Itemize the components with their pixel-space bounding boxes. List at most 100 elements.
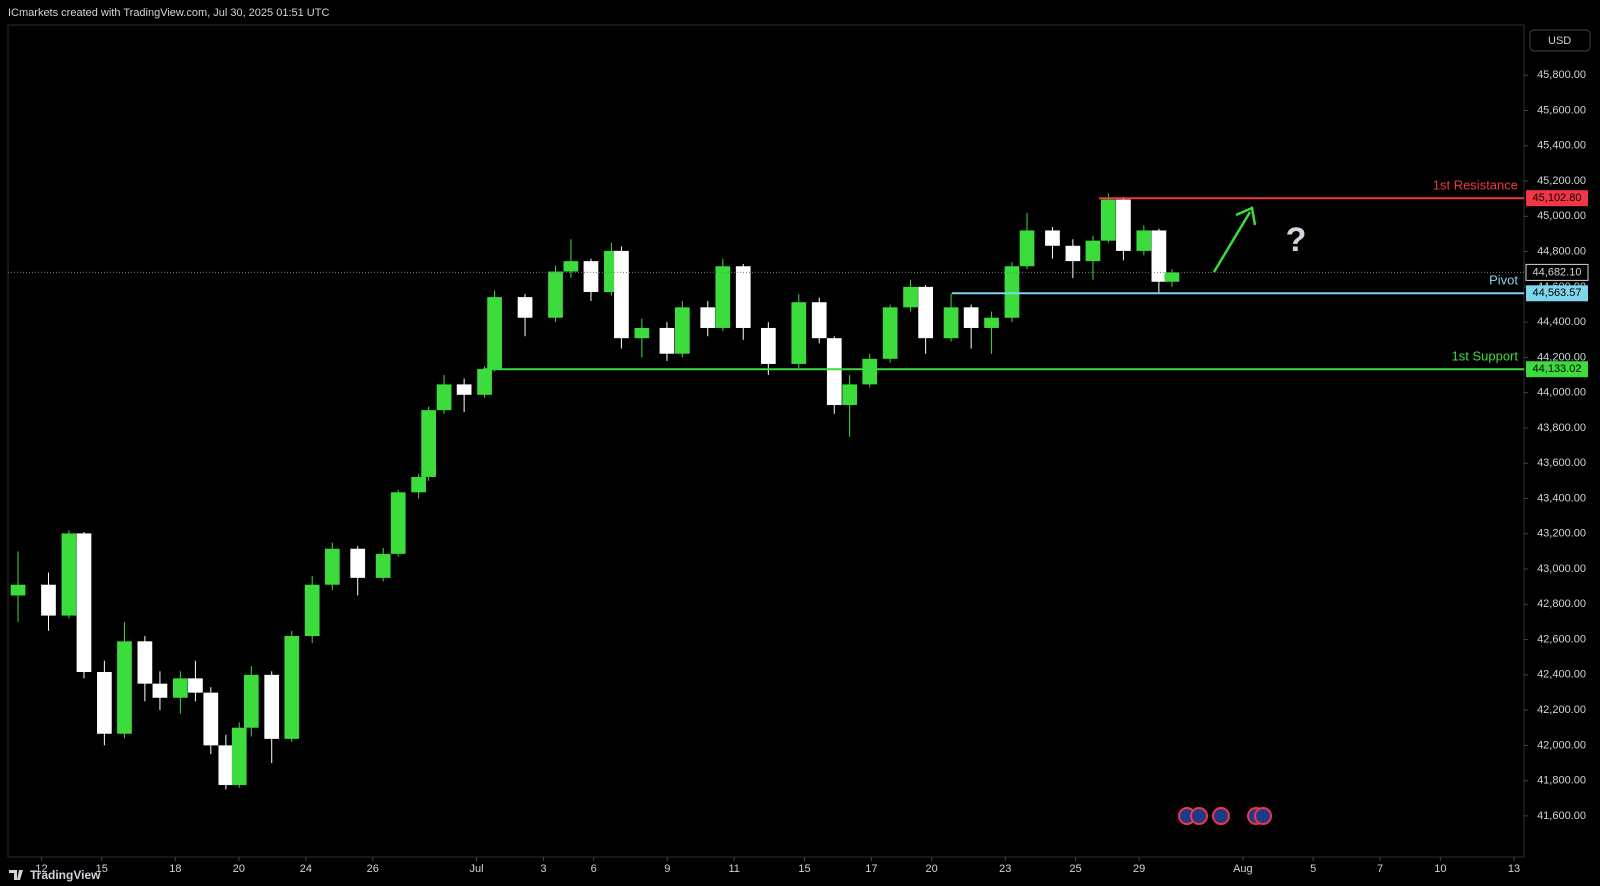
x-tick-label: 17 bbox=[865, 863, 877, 875]
level-tag bbox=[1526, 361, 1588, 378]
y-tick-label: 45,600.00 bbox=[1537, 104, 1586, 116]
plot-frame bbox=[7, 24, 1525, 858]
candle-body bbox=[324, 548, 340, 585]
y-tick-label: 42,400.00 bbox=[1537, 669, 1586, 681]
candle-body bbox=[97, 672, 112, 734]
candle-body bbox=[61, 533, 77, 616]
x-tick-label: 11 bbox=[728, 863, 739, 875]
candle-body bbox=[903, 286, 918, 308]
candle-body bbox=[563, 261, 579, 272]
candle-body bbox=[715, 266, 731, 328]
candle-body bbox=[811, 302, 827, 339]
candle-body bbox=[76, 533, 92, 673]
y-tick-label: 44,000.00 bbox=[1537, 387, 1586, 399]
y-tick-label: 43,000.00 bbox=[1537, 563, 1586, 575]
candle-body bbox=[172, 678, 188, 698]
candle-body bbox=[882, 307, 898, 359]
candle-body bbox=[918, 286, 933, 339]
y-tick-label: 45,200.00 bbox=[1537, 175, 1586, 187]
candle-body bbox=[517, 297, 533, 318]
candle-body bbox=[117, 641, 132, 734]
candle-body bbox=[842, 384, 858, 406]
candle-body bbox=[456, 384, 472, 395]
candle-body bbox=[350, 548, 366, 578]
level-name: Pivot bbox=[1489, 273, 1518, 288]
event-flags bbox=[1178, 807, 1272, 825]
candle-body bbox=[152, 683, 168, 698]
y-tick-label: 44,800.00 bbox=[1537, 246, 1586, 258]
candle-body bbox=[304, 584, 320, 637]
y-tick-label: 41,800.00 bbox=[1537, 775, 1586, 787]
x-tick-label: 13 bbox=[1508, 863, 1520, 875]
candle-body bbox=[477, 369, 492, 395]
y-tick-label: 43,600.00 bbox=[1537, 457, 1586, 469]
x-tick-label: 15 bbox=[798, 863, 810, 875]
candle-body bbox=[411, 476, 426, 493]
x-tick-label: 25 bbox=[1069, 863, 1081, 875]
candle-body bbox=[218, 745, 234, 786]
candle-body bbox=[700, 307, 716, 328]
candle-body bbox=[760, 327, 776, 364]
x-tick-label: 20 bbox=[233, 863, 245, 875]
level-tag bbox=[1526, 190, 1588, 207]
candle-body bbox=[1100, 199, 1116, 241]
candle-body bbox=[963, 307, 979, 328]
y-tick-label: 42,000.00 bbox=[1537, 739, 1586, 751]
candle-body bbox=[188, 678, 203, 693]
x-tick-label: 23 bbox=[999, 863, 1011, 875]
candle-body bbox=[284, 636, 300, 739]
candle-body bbox=[659, 327, 675, 354]
y-tick-label: 44,400.00 bbox=[1537, 316, 1586, 328]
y-tick-label: 42,800.00 bbox=[1537, 598, 1586, 610]
y-tick-label: 45,800.00 bbox=[1537, 69, 1586, 81]
x-tick-label: Aug bbox=[1233, 863, 1253, 875]
y-tick-label: 44,200.00 bbox=[1537, 351, 1586, 363]
y-tick-label: 45,400.00 bbox=[1537, 140, 1586, 152]
currency-button[interactable] bbox=[1529, 29, 1591, 52]
candle-body bbox=[583, 261, 599, 292]
x-tick-label: 7 bbox=[1377, 863, 1383, 875]
candle-body bbox=[984, 317, 999, 328]
plot-layer bbox=[8, 74, 1528, 861]
level-tag bbox=[1526, 285, 1588, 302]
candle-body bbox=[203, 692, 219, 746]
candle-body bbox=[943, 307, 959, 339]
candle-body bbox=[1136, 230, 1152, 251]
level-label: 44,133.02 bbox=[1533, 363, 1582, 375]
candle-body bbox=[243, 674, 259, 728]
candle-body bbox=[1004, 266, 1020, 318]
header: ICmarkets created with TradingView.com, … bbox=[8, 7, 329, 19]
candle-body bbox=[735, 266, 751, 328]
y-tick-label: 43,400.00 bbox=[1537, 492, 1586, 504]
x-tick-label: 6 bbox=[591, 863, 597, 875]
x-tick-label: 24 bbox=[300, 863, 312, 875]
y-tick-label: 42,600.00 bbox=[1537, 633, 1586, 645]
x-tick-label: 29 bbox=[1133, 863, 1145, 875]
candle-body bbox=[487, 297, 502, 370]
currency[interactable]: USD bbox=[1548, 35, 1571, 47]
level-name: 1st Resistance bbox=[1433, 178, 1518, 193]
candle-body bbox=[826, 338, 842, 406]
candle-body bbox=[1151, 230, 1167, 282]
x-tick-label: 26 bbox=[367, 863, 379, 875]
x-tick-label: Jul bbox=[469, 863, 483, 875]
y-tick-label: 43,800.00 bbox=[1537, 422, 1586, 434]
x-tick-label: 5 bbox=[1310, 863, 1316, 875]
candle-body bbox=[634, 327, 650, 339]
candle-body bbox=[10, 584, 26, 596]
x-tick-label: 20 bbox=[926, 863, 938, 875]
y-tick-label: 42,200.00 bbox=[1537, 704, 1586, 716]
candle-body bbox=[791, 302, 807, 364]
x-tick-label: 3 bbox=[540, 863, 546, 875]
candle-body bbox=[548, 271, 563, 318]
candle-body bbox=[1085, 240, 1101, 262]
candle-body bbox=[1164, 272, 1180, 282]
svg-text:?: ? bbox=[1286, 221, 1307, 259]
annotation: ? bbox=[1212, 206, 1307, 273]
candle-body bbox=[1065, 245, 1081, 262]
level-label: 44,563.57 bbox=[1533, 287, 1582, 299]
last-price-tag bbox=[1525, 263, 1589, 281]
x-tick-label: 15 bbox=[96, 863, 108, 875]
y-tick-label: 43,200.00 bbox=[1537, 528, 1586, 540]
